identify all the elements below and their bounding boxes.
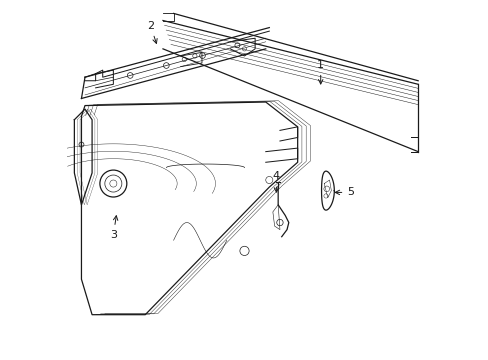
Text: 4: 4 [272,171,280,192]
Text: 2: 2 [147,21,157,44]
Text: 1: 1 [317,60,324,84]
Text: 3: 3 [110,216,118,240]
Text: 5: 5 [334,188,354,197]
